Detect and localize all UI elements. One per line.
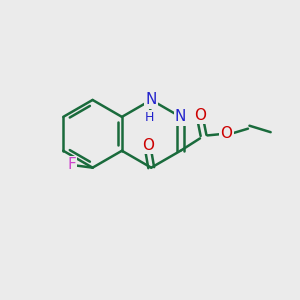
Text: N: N <box>175 110 186 124</box>
Text: O: O <box>220 127 232 142</box>
Text: O: O <box>195 108 207 123</box>
Text: F: F <box>67 157 76 172</box>
Text: N: N <box>146 92 157 107</box>
Text: H: H <box>145 110 154 124</box>
Text: O: O <box>142 138 154 153</box>
